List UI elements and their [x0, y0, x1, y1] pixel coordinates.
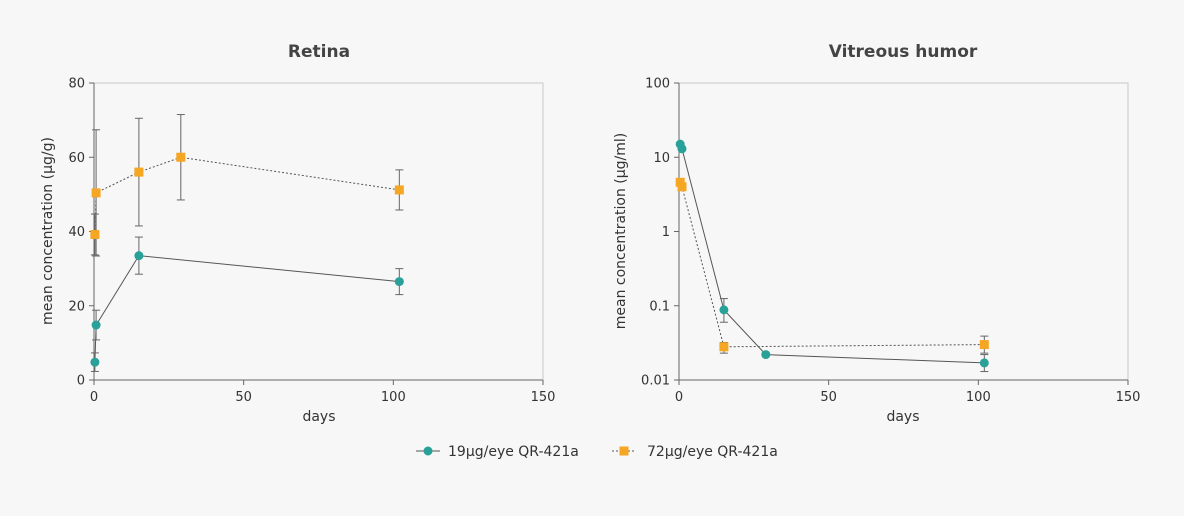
plot-frame — [678, 82, 1129, 381]
y-tick-label: 80 — [68, 77, 85, 92]
data-point-series-1 — [90, 357, 100, 367]
data-point-series-1 — [979, 358, 989, 368]
data-point-series-2 — [91, 188, 101, 198]
x-axis-label: days — [886, 409, 919, 425]
data-point-series-1 — [91, 320, 101, 330]
y-tick-label: 60 — [68, 151, 85, 166]
y-tick-label: 1 — [662, 225, 670, 240]
data-point-series-2 — [134, 167, 144, 177]
x-tick-label: 150 — [1116, 390, 1141, 405]
y-tick-label: 0.01 — [641, 374, 670, 389]
data-point-series-2 — [719, 342, 729, 352]
x-tick-label: 100 — [381, 390, 406, 405]
y-tick-label: 10 — [653, 151, 670, 166]
legend-marker-series-2 — [619, 446, 629, 456]
chart-vitreous: Vitreous humor mean concentration (µg/ml… — [613, 42, 1140, 425]
x-tick-label: 50 — [820, 390, 837, 405]
legend-marker-series-1 — [423, 446, 433, 456]
series-1-line — [94, 255, 400, 363]
y-tick-label: 40 — [68, 225, 85, 240]
y-tick-label: 20 — [68, 299, 85, 314]
x-tick-label: 50 — [235, 390, 252, 405]
y-axis-label: mean concentration (µg/ml) — [613, 133, 629, 330]
y-axis-label: mean concentration (µg/g) — [40, 137, 56, 325]
data-point-series-2 — [394, 185, 404, 195]
data-point-series-2 — [176, 152, 186, 162]
data-point-series-1 — [761, 350, 771, 360]
legend-label-series-2: 72µg/eye QR-421a — [647, 444, 778, 460]
legend-label-series-1: 19µg/eye QR-421a — [448, 444, 579, 460]
data-point-series-2 — [675, 177, 685, 187]
data-point-series-2 — [677, 182, 687, 192]
data-point-series-2 — [979, 340, 989, 350]
series-2-line — [679, 182, 985, 348]
plot-frame — [93, 82, 544, 381]
chart-title: Vitreous humor — [829, 42, 978, 62]
x-tick-label: 100 — [966, 390, 991, 405]
y-tick-label: 0 — [77, 374, 85, 389]
series-1-line — [679, 144, 985, 364]
plot-area-vitreous: 0 50 100 150 0.01 0.1 1 10 100 — [641, 77, 1140, 406]
legend: 19µg/eye QR-421a 72µg/eye QR-421a — [416, 444, 778, 460]
y-tick-label: 100 — [645, 77, 670, 92]
chart-title: Retina — [288, 42, 350, 62]
x-tick-label: 0 — [90, 390, 98, 405]
data-point-series-1 — [719, 305, 729, 315]
y-tick-label: 0.1 — [649, 299, 670, 314]
x-axis-label: days — [302, 409, 335, 425]
x-tick-label: 150 — [531, 390, 556, 405]
chart-retina: Retina mean concentration (µg/g) days 0 5… — [40, 42, 555, 425]
data-point-series-2 — [90, 229, 100, 239]
data-point-series-1 — [677, 144, 687, 154]
data-point-series-1 — [134, 251, 144, 261]
data-point-series-1 — [394, 277, 404, 287]
x-tick-label: 0 — [675, 390, 683, 405]
plot-area-retina: 0 50 100 150 0 20 40 60 80 — [68, 77, 555, 406]
